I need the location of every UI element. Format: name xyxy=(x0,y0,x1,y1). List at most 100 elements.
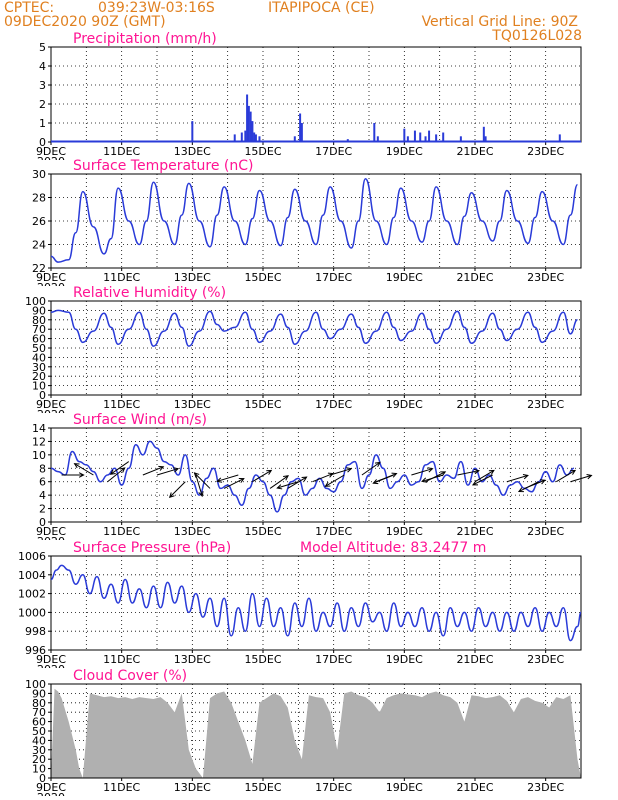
wind-vector xyxy=(472,474,493,486)
wind-vector-head xyxy=(374,461,381,468)
precip-frame xyxy=(50,46,582,143)
cloud-ytick-label: 90 xyxy=(32,687,46,700)
wind-vector-head xyxy=(488,469,495,475)
precip-bar xyxy=(299,113,302,142)
cloud-ytick-label: 40 xyxy=(32,734,46,747)
precip-bar xyxy=(300,123,303,142)
precip-bar xyxy=(482,126,485,142)
wind-vector-head xyxy=(276,484,283,490)
pres-year-label: 2020 xyxy=(37,663,65,676)
pres-xtick-label: 23DEC xyxy=(527,653,564,666)
wind-vector xyxy=(457,470,480,476)
wind-vector-head xyxy=(193,472,200,478)
wind-ytick-label: 14 xyxy=(32,422,46,435)
temp-frame xyxy=(50,173,582,269)
precip-ytick-label: 5 xyxy=(39,41,46,54)
wind-xtick-label: 13DEC xyxy=(174,525,211,538)
rh-ytick-label: 100 xyxy=(25,295,46,308)
wind-vector xyxy=(194,472,211,489)
wind-vector xyxy=(518,481,539,493)
wind-vector-head xyxy=(472,480,478,486)
cloud-xtick-label: 11DEC xyxy=(103,781,140,794)
cloud-xtick-label: 9DEC xyxy=(36,781,66,794)
wind-vector-head xyxy=(73,463,80,469)
wind-vector xyxy=(217,474,239,482)
cloud-ytick-label: 0 xyxy=(39,772,46,785)
wind-vector xyxy=(252,469,272,483)
rh-xtick-label: 11DEC xyxy=(103,398,140,411)
wind-vector-head xyxy=(78,472,85,478)
cloud-year-label: 2020 xyxy=(37,791,65,800)
wind-vector-head xyxy=(427,467,434,473)
precip-bar xyxy=(346,139,349,142)
temp-ytick-label: 30 xyxy=(32,168,46,181)
cloud-xtick-label: 23DEC xyxy=(527,781,564,794)
wind-vector xyxy=(142,466,164,476)
temp-panel: 22 24 26 28 30 9DEC 11DEC 13DEC 15DEC 17DEC 19DEC 2… xyxy=(32,158,582,286)
header-date: 09DEC2020 90Z (GMT) xyxy=(4,14,166,30)
temp-ytick-label: 28 xyxy=(32,192,46,205)
precip-bar xyxy=(240,132,243,142)
header-location: ITAPIPOCA (CE) xyxy=(268,0,375,16)
pres-title: Surface Pressure (hPa) xyxy=(73,540,231,556)
wind-xtick-label: 11DEC xyxy=(103,525,140,538)
precip-bar xyxy=(442,132,445,142)
precip-bar xyxy=(484,136,487,142)
rh-ytick-label: 80 xyxy=(32,314,46,327)
wind-vector xyxy=(169,481,186,498)
precip-xtick-label: 17DEC xyxy=(315,145,352,158)
wind-vector-head xyxy=(301,476,308,482)
wind-vector-head xyxy=(198,491,204,498)
wind-vector-head xyxy=(473,468,480,475)
wind-vector-head xyxy=(173,467,180,473)
wind-vector xyxy=(110,461,130,475)
temp-xtick-label: 15DEC xyxy=(244,271,281,284)
rh-ytick-label: 20 xyxy=(32,370,46,383)
temp-xtick-label: 13DEC xyxy=(174,271,211,284)
wind-vector xyxy=(411,468,433,476)
precip-bar xyxy=(249,111,252,142)
precip-year-label: 2020 xyxy=(37,155,65,168)
wind-ytick-label: 10 xyxy=(32,449,46,462)
precip-bar xyxy=(373,123,376,142)
temp-xtick-label: 9DEC xyxy=(36,271,66,284)
temp-ytick-label: 24 xyxy=(32,239,46,252)
precip-bar xyxy=(403,128,406,142)
cloud-xtick-label: 17DEC xyxy=(315,781,352,794)
pres-ytick-label: 1000 xyxy=(18,606,46,619)
wind-xtick-label: 17DEC xyxy=(315,525,352,538)
pres-frame xyxy=(50,555,582,651)
wind-vector xyxy=(312,473,334,483)
wind-vector xyxy=(287,476,307,489)
wind-vector xyxy=(223,478,245,489)
wind-vector-head xyxy=(570,469,577,475)
wind-frame xyxy=(50,427,582,523)
cloud-ytick-label: 20 xyxy=(32,753,46,766)
temp-xtick-label: 17DEC xyxy=(315,271,352,284)
wind-vector xyxy=(277,481,299,489)
cloud-ytick-label: 100 xyxy=(25,678,46,691)
wind-vector-head xyxy=(324,481,331,487)
precip-bar xyxy=(419,132,422,142)
wind-title: Surface Wind (m/s) xyxy=(73,412,207,428)
precip-bar xyxy=(254,134,257,142)
temp-ytick-label: 22 xyxy=(32,262,46,275)
wind-xtick-label: 19DEC xyxy=(386,525,423,538)
precip-bar xyxy=(246,94,249,142)
wind-vector-head xyxy=(327,472,334,478)
precip-bar xyxy=(558,134,561,142)
header-source: CPTEC: xyxy=(4,0,54,16)
temp-xtick-label: 23DEC xyxy=(527,271,564,284)
precip-xtick-label: 13DEC xyxy=(174,145,211,158)
cloud-title: Cloud Cover (%) xyxy=(73,668,187,684)
wind-ytick-label: 6 xyxy=(39,476,46,489)
wind-vector-head xyxy=(517,487,524,493)
rh-xtick-label: 9DEC xyxy=(36,398,66,411)
rh-ytick-label: 40 xyxy=(32,351,46,364)
cloud-ytick-label: 80 xyxy=(32,697,46,710)
wind-vector-head xyxy=(119,467,126,473)
rh-xtick-label: 21DEC xyxy=(456,398,493,411)
wind-vector xyxy=(74,463,94,476)
rh-ytick-label: 60 xyxy=(32,333,46,346)
